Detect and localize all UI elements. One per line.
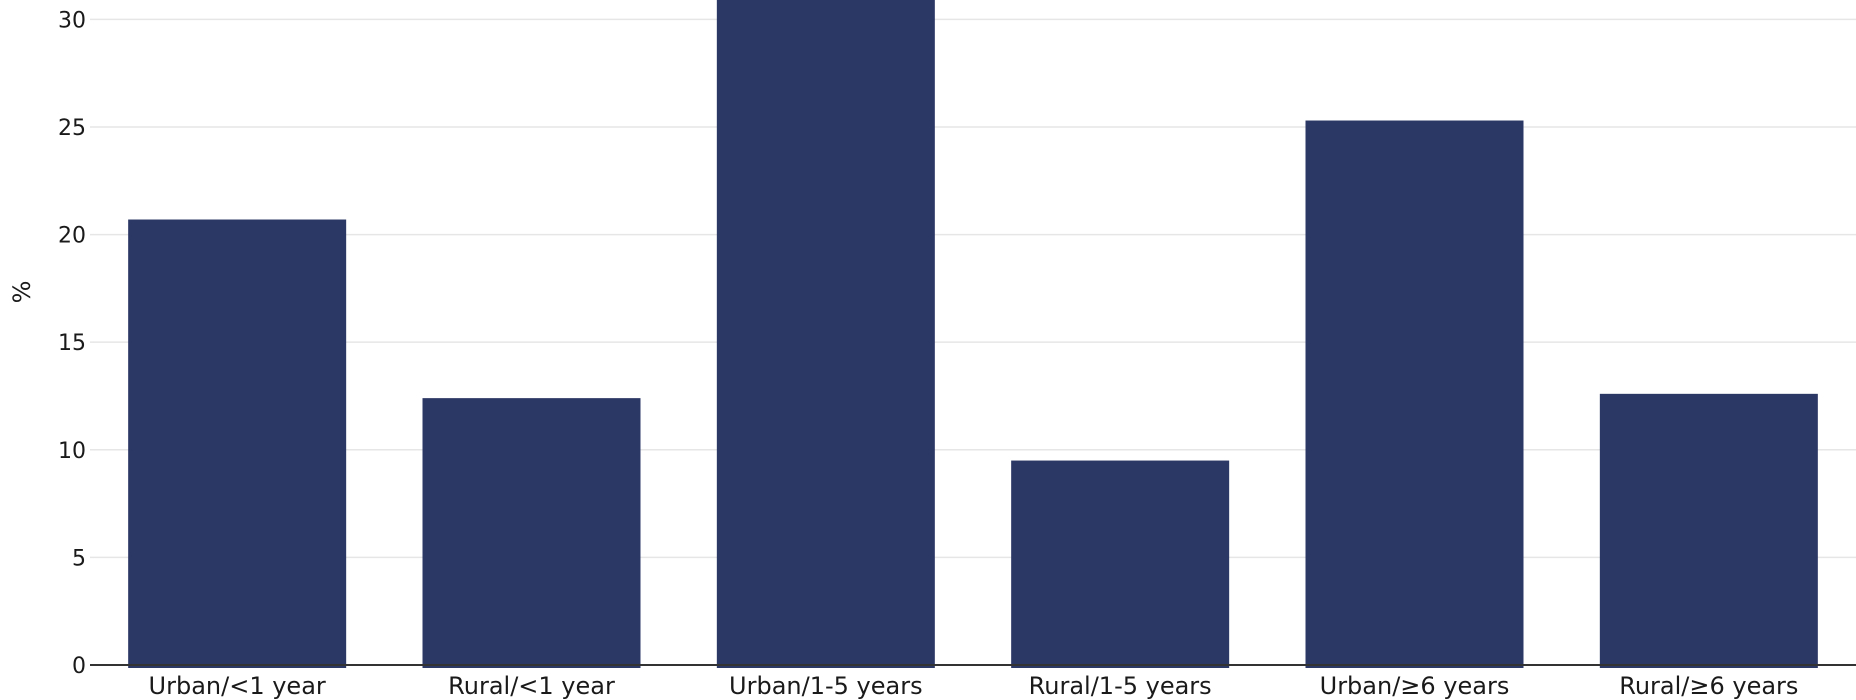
x-tick-label: Rural/≥6 years: [1619, 672, 1798, 700]
x-tick-labels: Urban/<1 year Rural/<1 year Urban/1-5 year…: [149, 672, 1799, 700]
bar: [1305, 120, 1524, 668]
y-tick-label: 25: [58, 116, 86, 141]
y-tick-label: 30: [58, 8, 86, 33]
x-tick-label: Urban/1-5 years: [729, 672, 923, 700]
x-tick-label: Rural/1-5 years: [1029, 672, 1212, 700]
y-tick-label: 5: [72, 546, 86, 571]
x-tick-label: Urban/≥6 years: [1320, 672, 1510, 700]
y-axis-label: %: [8, 281, 36, 304]
x-tick-label: Rural/<1 year: [448, 672, 615, 700]
grid-lines: [90, 18, 1856, 559]
y-tick-label: 20: [58, 224, 86, 249]
bar: [128, 219, 347, 668]
bar: [1011, 460, 1230, 668]
y-tick-label: 15: [58, 331, 86, 356]
bars: [128, 0, 1818, 668]
bar: [716, 0, 935, 668]
y-tick-label: 10: [58, 439, 86, 464]
bar: [1599, 393, 1818, 668]
y-tick-label: 0: [72, 654, 86, 679]
y-tick-labels: 0 5 10 15 20 25 30: [58, 8, 86, 679]
x-tick-label: Urban/<1 year: [149, 672, 326, 700]
bar: [422, 398, 641, 668]
